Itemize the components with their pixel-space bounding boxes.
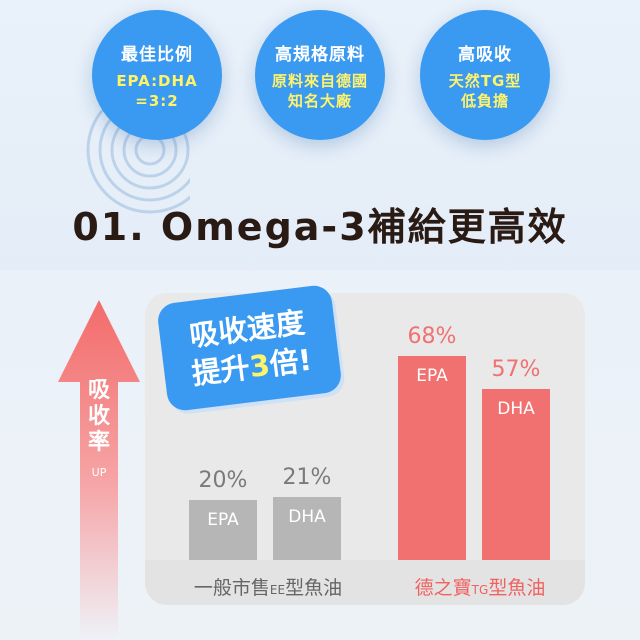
arrow-up-text: UP — [91, 466, 107, 479]
bar-epa: EPA — [398, 356, 466, 560]
feature-title: 最佳比例 — [121, 44, 193, 65]
arrow-label-char: 率 — [87, 430, 110, 455]
feature-line: 知名大廠 — [287, 91, 352, 110]
feature-circle-ratio: 最佳比例 EPA:DHA =3:2 — [92, 10, 222, 140]
feature-line: 低負擔 — [460, 91, 509, 110]
speed-badge: 吸收速度 提升3倍! — [156, 283, 343, 413]
bar-epa: EPA — [189, 500, 257, 560]
feature-circle-material: 高規格原料 原料來自德國 知名大廠 — [255, 10, 385, 140]
feature-circle-absorption: 高吸收 天然TG型 低負擔 — [420, 10, 550, 140]
category-name-pre: 德之寶 — [414, 577, 472, 599]
category-label-tg: 德之寶TG型魚油 — [380, 573, 580, 600]
badge-text-post: 倍! — [267, 342, 314, 382]
bar-label: DHA — [288, 507, 326, 527]
bar-label: EPA — [416, 366, 448, 386]
bar-label: EPA — [207, 510, 239, 530]
arrow-label: 吸 收 率 UP — [78, 378, 120, 486]
category-label-standard: 一般市售EE型魚油 — [168, 573, 368, 600]
feature-line: 天然TG型 — [448, 71, 522, 90]
badge-text-pre: 提升 — [189, 350, 252, 392]
bar-dha: DHA — [482, 389, 550, 560]
category-name-post: 型魚油 — [488, 577, 546, 599]
bar-value-label: 57% — [491, 357, 541, 382]
category-name-pre: 一般市售 — [193, 577, 270, 599]
category-name-small: EE — [269, 583, 286, 597]
bar-dha: DHA — [273, 497, 341, 560]
bar-value-label: 68% — [407, 324, 457, 349]
feature-title: 高規格原料 — [275, 44, 365, 65]
feature-title: 高吸收 — [458, 44, 512, 65]
bar-value-label: 20% — [198, 468, 248, 493]
feature-line: EPA:DHA — [116, 71, 198, 90]
category-name-small: TG — [471, 583, 489, 597]
up-arrow-icon — [58, 300, 140, 640]
chart-baseline-band — [145, 560, 585, 605]
arrow-label-char: 吸 — [87, 378, 110, 403]
feature-line: =3:2 — [135, 91, 179, 110]
arrow-label-char: 收 — [87, 404, 110, 429]
bar-label: DHA — [497, 399, 535, 419]
category-name-post: 型魚油 — [285, 577, 343, 599]
feature-line: 原料來自德國 — [271, 71, 368, 90]
ripple-decoration — [86, 110, 190, 214]
bar-value-label: 21% — [282, 465, 332, 490]
page-heading: 01. Omega-3補給更高效 — [72, 205, 568, 249]
